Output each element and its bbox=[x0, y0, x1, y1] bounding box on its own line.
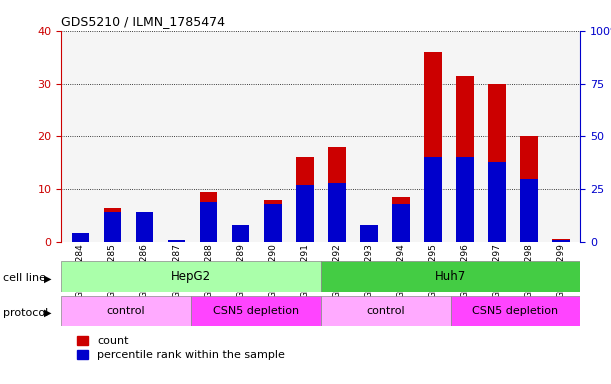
Bar bbox=[360, 226, 378, 242]
Bar bbox=[191, 296, 321, 326]
Text: CSN5 depletion: CSN5 depletion bbox=[213, 306, 299, 316]
Bar bbox=[232, 225, 249, 242]
Bar bbox=[328, 147, 346, 242]
Bar bbox=[456, 76, 474, 242]
Bar bbox=[521, 179, 538, 242]
Bar bbox=[61, 296, 191, 326]
Text: ▶: ▶ bbox=[45, 273, 52, 283]
Bar bbox=[296, 185, 313, 242]
Bar bbox=[392, 197, 410, 242]
Bar bbox=[167, 240, 185, 242]
Text: control: control bbox=[367, 306, 405, 316]
Bar bbox=[104, 212, 121, 242]
Bar bbox=[200, 192, 218, 242]
Bar bbox=[360, 225, 378, 242]
Text: GDS5210 / ILMN_1785474: GDS5210 / ILMN_1785474 bbox=[61, 15, 225, 28]
Text: cell line: cell line bbox=[3, 273, 46, 283]
Bar bbox=[200, 202, 218, 242]
Bar bbox=[296, 157, 313, 242]
Bar bbox=[424, 157, 442, 242]
Text: CSN5 depletion: CSN5 depletion bbox=[472, 306, 558, 316]
Bar bbox=[264, 204, 282, 242]
Text: protocol: protocol bbox=[3, 308, 48, 318]
Text: control: control bbox=[107, 306, 145, 316]
Bar bbox=[521, 136, 538, 242]
Bar bbox=[232, 240, 249, 242]
Bar bbox=[71, 240, 89, 242]
Bar bbox=[136, 215, 153, 242]
Bar bbox=[450, 296, 580, 326]
Bar bbox=[61, 261, 321, 292]
Bar bbox=[552, 239, 570, 242]
Bar bbox=[136, 212, 153, 242]
Bar bbox=[392, 204, 410, 242]
Bar bbox=[167, 241, 185, 242]
Bar bbox=[488, 162, 506, 242]
Legend: count, percentile rank within the sample: count, percentile rank within the sample bbox=[77, 336, 285, 360]
Bar bbox=[456, 157, 474, 242]
Bar bbox=[321, 261, 580, 292]
Bar bbox=[424, 52, 442, 242]
Bar bbox=[321, 296, 450, 326]
Bar bbox=[264, 200, 282, 242]
Bar bbox=[104, 208, 121, 242]
Text: HepG2: HepG2 bbox=[171, 270, 211, 283]
Text: Huh7: Huh7 bbox=[435, 270, 466, 283]
Bar bbox=[552, 240, 570, 242]
Text: ▶: ▶ bbox=[45, 308, 52, 318]
Bar bbox=[328, 183, 346, 242]
Bar bbox=[488, 84, 506, 242]
Bar bbox=[71, 233, 89, 242]
